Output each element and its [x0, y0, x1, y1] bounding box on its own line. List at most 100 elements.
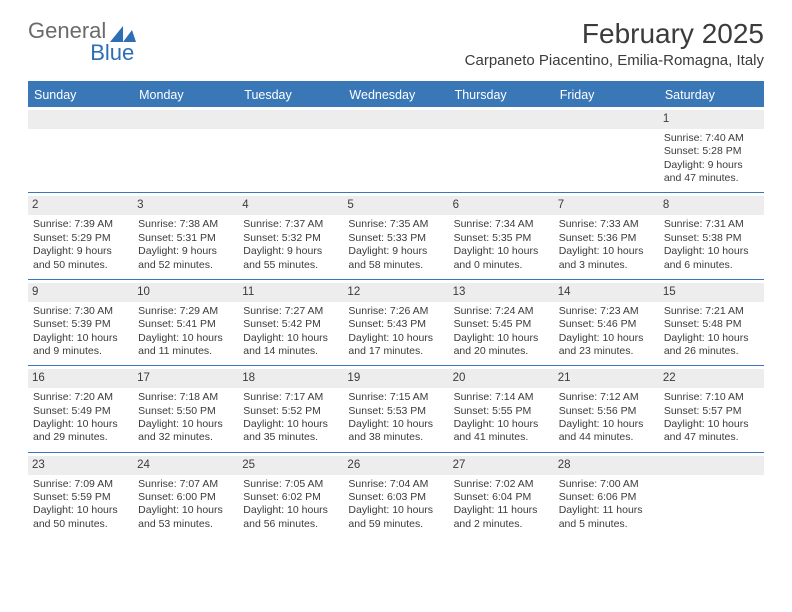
day-cell: 28Sunrise: 7:00 AMSunset: 6:06 PMDayligh…: [554, 453, 659, 538]
daylight2-text: and 38 minutes.: [348, 431, 443, 444]
day-number: 12: [343, 283, 448, 302]
day-number: 24: [133, 456, 238, 475]
sunset-text: Sunset: 5:32 PM: [243, 232, 338, 245]
sunrise-text: Sunrise: 7:02 AM: [454, 478, 549, 491]
daylight1-text: Daylight: 10 hours: [243, 504, 338, 517]
daylight1-text: Daylight: 10 hours: [138, 504, 233, 517]
day-cell: 1Sunrise: 7:40 AMSunset: 5:28 PMDaylight…: [659, 107, 764, 193]
sunset-text: Sunset: 5:59 PM: [33, 491, 128, 504]
day-number: [133, 110, 238, 129]
day-cell: 27Sunrise: 7:02 AMSunset: 6:04 PMDayligh…: [449, 453, 554, 538]
day-number: 20: [449, 369, 554, 388]
day-cell: 12Sunrise: 7:26 AMSunset: 5:43 PMDayligh…: [343, 280, 448, 366]
sunrise-text: Sunrise: 7:38 AM: [138, 218, 233, 231]
day-number: 5: [343, 196, 448, 215]
sunset-text: Sunset: 6:02 PM: [243, 491, 338, 504]
day-number: 18: [238, 369, 343, 388]
day-number: [343, 110, 448, 129]
sunset-text: Sunset: 5:36 PM: [559, 232, 654, 245]
week-row: 9Sunrise: 7:30 AMSunset: 5:39 PMDaylight…: [28, 280, 764, 366]
sunrise-text: Sunrise: 7:18 AM: [138, 391, 233, 404]
sunset-text: Sunset: 5:31 PM: [138, 232, 233, 245]
sunrise-text: Sunrise: 7:24 AM: [454, 305, 549, 318]
daylight1-text: Daylight: 10 hours: [664, 245, 759, 258]
daylight2-text: and 5 minutes.: [559, 518, 654, 531]
daylight1-text: Daylight: 10 hours: [138, 332, 233, 345]
daylight1-text: Daylight: 10 hours: [243, 332, 338, 345]
sunrise-text: Sunrise: 7:07 AM: [138, 478, 233, 491]
sunrise-text: Sunrise: 7:29 AM: [138, 305, 233, 318]
sunset-text: Sunset: 6:04 PM: [454, 491, 549, 504]
daylight1-text: Daylight: 10 hours: [454, 418, 549, 431]
day-cell: 15Sunrise: 7:21 AMSunset: 5:48 PMDayligh…: [659, 280, 764, 366]
daylight2-text: and 35 minutes.: [243, 431, 338, 444]
day-cell: 16Sunrise: 7:20 AMSunset: 5:49 PMDayligh…: [28, 366, 133, 452]
day-number: 22: [659, 369, 764, 388]
daylight1-text: Daylight: 10 hours: [664, 332, 759, 345]
day-cell: 17Sunrise: 7:18 AMSunset: 5:50 PMDayligh…: [133, 366, 238, 452]
day-cell: 23 Sunrise: 7:09 AMSunset: 5:59 PMDayligh…: [28, 453, 133, 538]
day-cell: 9Sunrise: 7:30 AMSunset: 5:39 PMDaylight…: [28, 280, 133, 366]
sunrise-text: Sunrise: 7:09 AM: [33, 478, 128, 491]
sunrise-text: Sunrise: 7:40 AM: [664, 132, 759, 145]
sunrise-text: Sunrise: 7:00 AM: [559, 478, 654, 491]
daylight2-text: and 50 minutes.: [33, 259, 128, 272]
logo: General Blue: [28, 18, 136, 66]
daylight1-text: Daylight: 10 hours: [33, 504, 128, 517]
day-number: 17: [133, 369, 238, 388]
week-row: 1Sunrise: 7:40 AMSunset: 5:28 PMDaylight…: [28, 107, 764, 193]
day-cell: 11Sunrise: 7:27 AMSunset: 5:42 PMDayligh…: [238, 280, 343, 366]
sunrise-text: Sunrise: 7:04 AM: [348, 478, 443, 491]
sunrise-text: Sunrise: 7:20 AM: [33, 391, 128, 404]
day-cell: 5Sunrise: 7:35 AMSunset: 5:33 PMDaylight…: [343, 193, 448, 279]
day-cell: 14Sunrise: 7:23 AMSunset: 5:46 PMDayligh…: [554, 280, 659, 366]
sunrise-text: Sunrise: 7:23 AM: [559, 305, 654, 318]
sunset-text: Sunset: 5:52 PM: [243, 405, 338, 418]
daylight2-text: and 29 minutes.: [33, 431, 128, 444]
sunset-text: Sunset: 5:39 PM: [33, 318, 128, 331]
daylight1-text: Daylight: 10 hours: [33, 332, 128, 345]
day-cell: 2Sunrise: 7:39 AMSunset: 5:29 PMDaylight…: [28, 193, 133, 279]
day-number: 19: [343, 369, 448, 388]
daylight2-text: and 14 minutes.: [243, 345, 338, 358]
day-cell: 10Sunrise: 7:29 AMSunset: 5:41 PMDayligh…: [133, 280, 238, 366]
sunset-text: Sunset: 5:48 PM: [664, 318, 759, 331]
daylight2-text: and 0 minutes.: [454, 259, 549, 272]
day-cell: 22Sunrise: 7:10 AMSunset: 5:57 PMDayligh…: [659, 366, 764, 452]
daylight1-text: Daylight: 9 hours: [348, 245, 443, 258]
sunset-text: Sunset: 5:46 PM: [559, 318, 654, 331]
day-cell: [133, 107, 238, 193]
day-number: 7: [554, 196, 659, 215]
day-cell: 20Sunrise: 7:14 AMSunset: 5:55 PMDayligh…: [449, 366, 554, 452]
day-number: [659, 456, 764, 475]
week-row: 23Sunrise: 7:09 AMSunset: 5:59 PMDayligh…: [28, 453, 764, 538]
day-cell: [238, 107, 343, 193]
daylight1-text: Daylight: 10 hours: [33, 418, 128, 431]
daylight2-text: and 41 minutes.: [454, 431, 549, 444]
daylight1-text: Daylight: 10 hours: [243, 418, 338, 431]
daylight1-text: Daylight: 10 hours: [348, 418, 443, 431]
daylight1-text: Daylight: 9 hours: [243, 245, 338, 258]
day-cell: 6Sunrise: 7:34 AMSunset: 5:35 PMDaylight…: [449, 193, 554, 279]
daylight2-text: and 6 minutes.: [664, 259, 759, 272]
day-number: 8: [659, 196, 764, 215]
sunrise-text: Sunrise: 7:10 AM: [664, 391, 759, 404]
daylight1-text: Daylight: 10 hours: [559, 418, 654, 431]
day-cell: 25Sunrise: 7:05 AMSunset: 6:02 PMDayligh…: [238, 453, 343, 538]
day-cell: 26Sunrise: 7:04 AMSunset: 6:03 PMDayligh…: [343, 453, 448, 538]
sunset-text: Sunset: 5:49 PM: [33, 405, 128, 418]
day-number: 23: [28, 456, 133, 475]
day-number: [449, 110, 554, 129]
day-number: 11: [238, 283, 343, 302]
daylight2-text: and 53 minutes.: [138, 518, 233, 531]
daylight2-text: and 11 minutes.: [138, 345, 233, 358]
day-number: 6: [449, 196, 554, 215]
sunset-text: Sunset: 5:43 PM: [348, 318, 443, 331]
daylight2-text: and 58 minutes.: [348, 259, 443, 272]
day-cell: [28, 107, 133, 193]
sunrise-text: Sunrise: 7:35 AM: [348, 218, 443, 231]
month-title: February 2025: [465, 18, 764, 50]
sunrise-text: Sunrise: 7:34 AM: [454, 218, 549, 231]
sunrise-text: Sunrise: 7:27 AM: [243, 305, 338, 318]
day-cell: 18Sunrise: 7:17 AMSunset: 5:52 PMDayligh…: [238, 366, 343, 452]
